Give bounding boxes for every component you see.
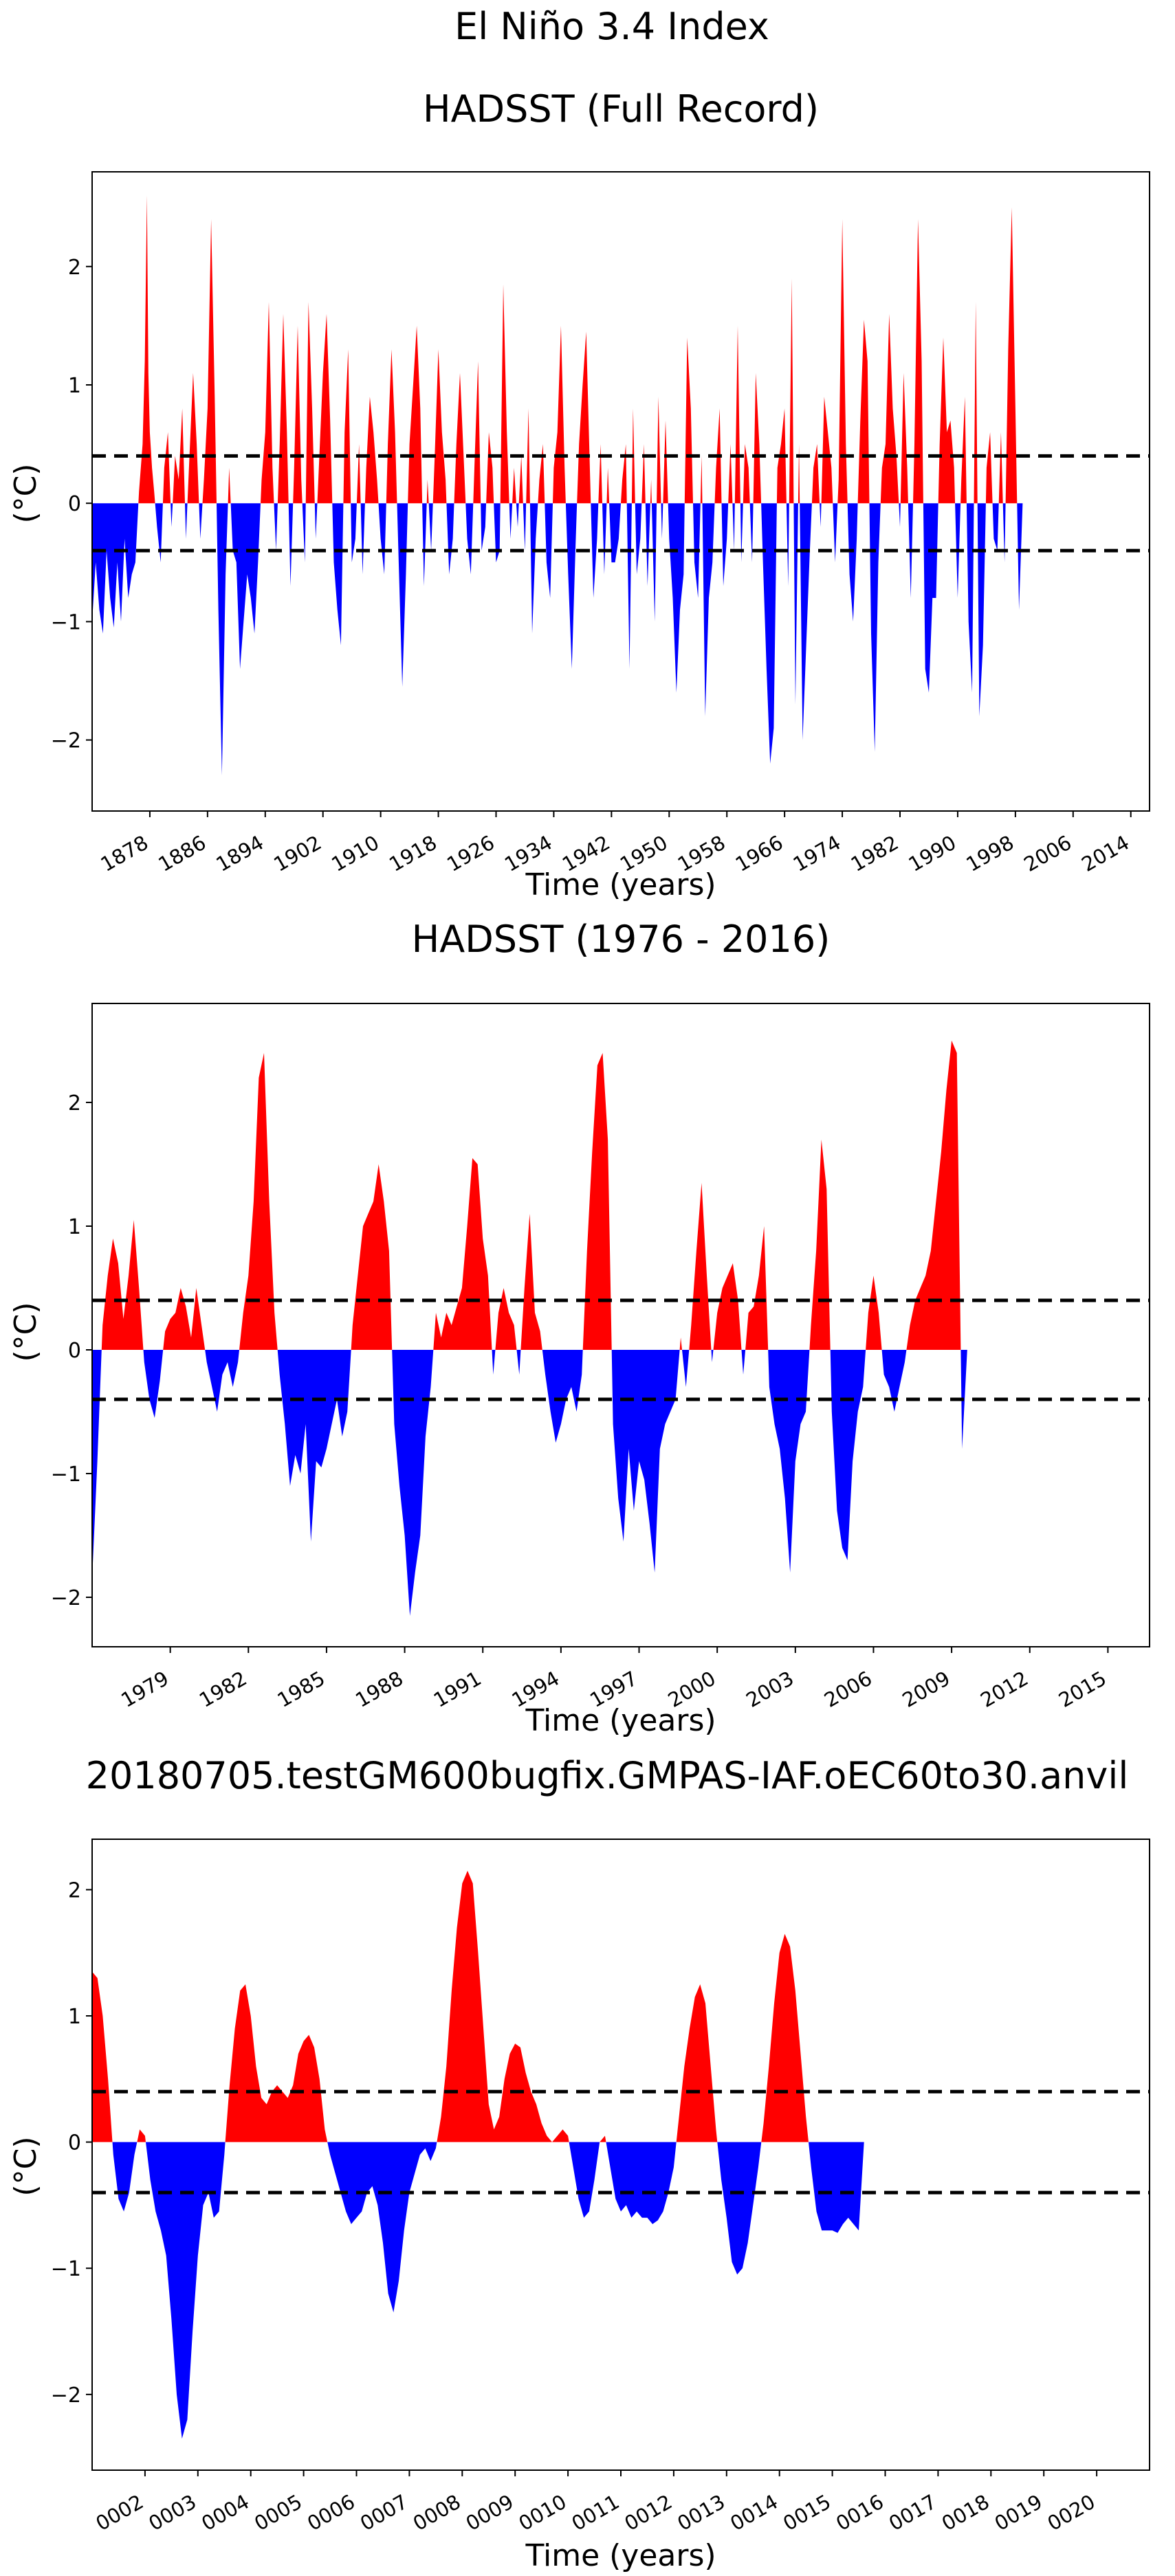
x-axis-label: Time (years): [525, 867, 716, 902]
y-axis-label: (°C): [8, 2136, 43, 2196]
chart-title: HADSST (Full Record): [423, 87, 819, 131]
y-axis-label: (°C): [8, 1302, 43, 1362]
y-tick-label: −1: [51, 2257, 81, 2281]
y-tick-label: 0: [68, 1339, 81, 1363]
y-tick-label: −2: [51, 1586, 81, 1610]
plot-frame: [91, 1003, 1150, 1647]
plot-frame: [91, 171, 1150, 812]
positive-anomaly-area: [92, 1041, 1150, 1350]
negative-anomaly-area: [92, 2142, 1150, 2439]
y-tick-label: 1: [68, 2005, 81, 2029]
y-tick-label: 2: [68, 256, 81, 280]
x-axis-label: Time (years): [525, 1703, 716, 1738]
y-tick-label: 2: [68, 1878, 81, 1902]
y-tick-label: 1: [68, 1215, 81, 1239]
y-tick-label: 1: [68, 374, 81, 398]
anomaly-fill: [92, 1041, 1150, 1616]
x-axis-label: Time (years): [525, 2538, 716, 2573]
negative-anomaly-area: [92, 1350, 1150, 1616]
chart-title: 20180705.testGM600bugfix.GMPAS-IAF.oEC60…: [86, 1754, 1129, 1797]
y-tick-label: −1: [51, 610, 81, 634]
y-tick-label: 0: [68, 2131, 81, 2155]
chart-title: HADSST (1976 - 2016): [412, 918, 831, 961]
figure-suptitle: El Niño 3.4 Index: [454, 5, 769, 48]
y-tick-label: −2: [51, 2384, 81, 2408]
anomaly-fill: [92, 1870, 1150, 2439]
y-tick-label: 2: [68, 1091, 81, 1115]
y-tick-label: 0: [68, 492, 81, 516]
y-tick-label: −1: [51, 1463, 81, 1487]
y-axis-label: (°C): [8, 463, 43, 523]
y-tick-label: −2: [51, 729, 81, 753]
